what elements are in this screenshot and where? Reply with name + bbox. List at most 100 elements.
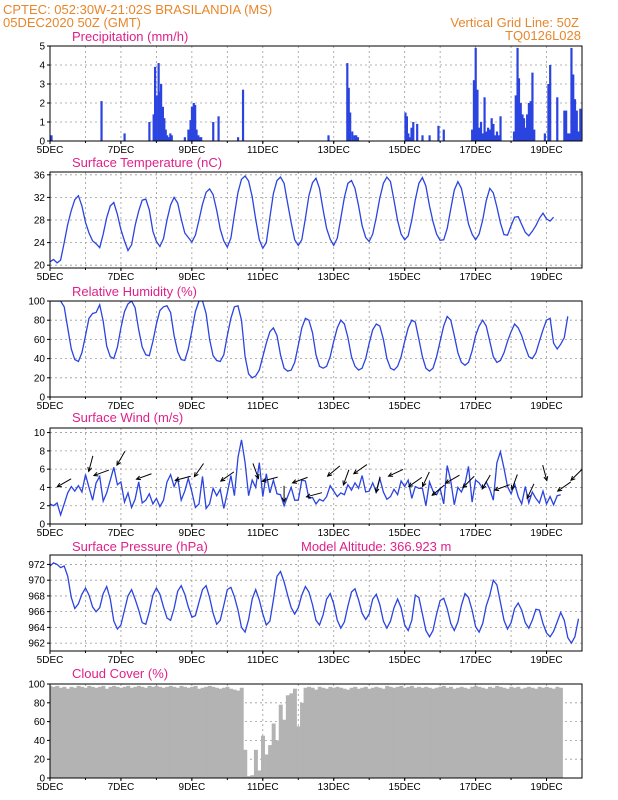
wind-arrow-head (174, 477, 180, 482)
cloud-column (346, 689, 351, 778)
cloud-column (470, 686, 475, 778)
precip-xtick-label: 11DEC (247, 145, 279, 156)
cloud-column (143, 687, 148, 778)
cloud-xtick-label: 5DEC (37, 782, 64, 793)
wind-arrow-head (556, 486, 563, 492)
cloud-column (385, 685, 390, 778)
cloud-column (190, 686, 195, 778)
cloud-column (175, 687, 180, 778)
precip-bar (170, 135, 173, 141)
wind-arrow-shaft (445, 474, 460, 484)
cloud-column (80, 686, 85, 778)
temp-ytick-label: 20 (34, 261, 46, 272)
header-run-time: 05DEC2020 50Z (GMT) (3, 15, 141, 30)
pres-frame (49, 554, 583, 652)
cloud-column (214, 687, 219, 778)
rh-panel: 0 20 40 60 80 100 5DEC 7DEC 9DEC 11DEC 13DEC 15DEC 1… (28, 297, 583, 412)
temp-xtick-label: 9DEC (179, 272, 206, 283)
precip-bar (421, 135, 424, 141)
cloud-column (495, 685, 500, 778)
cloud-column (452, 688, 457, 778)
cloud-column (232, 689, 237, 778)
cloud-column (512, 687, 517, 778)
wind-arrow-shaft (262, 476, 278, 482)
precip-bar (50, 135, 53, 141)
cloud-column (324, 688, 329, 778)
wind-arrow-head (135, 475, 141, 481)
wind-arrow-head (543, 476, 549, 482)
rh-marks (50, 301, 569, 379)
wind-arrow-head (56, 482, 62, 488)
precip-bar (481, 133, 484, 141)
pres-xtick-label: 13DEC (318, 655, 350, 666)
precip-bar (190, 106, 194, 141)
temp-ytick-label: 28 (34, 216, 46, 227)
cloud-column (516, 686, 521, 778)
wind-arrow-head (326, 471, 333, 477)
precip-bar (565, 110, 568, 141)
cloud-column (50, 685, 53, 778)
cloud-column (278, 704, 283, 778)
precip-bar (499, 116, 502, 141)
cloud-column (491, 687, 496, 778)
cloud-column (296, 726, 301, 778)
cloud-column (90, 686, 95, 778)
cloud-column (207, 685, 212, 778)
cloud-column (441, 685, 446, 778)
cloud-column (488, 686, 492, 778)
wind-series-line (50, 439, 561, 518)
temp-ytick-label: 32 (34, 193, 46, 204)
wind-xtick-label: 5DEC (37, 528, 64, 539)
cloud-column (154, 685, 159, 778)
precip-xtick-label: 5DEC (37, 145, 64, 156)
cloud-panel: 0 20 40 60 80 100 5DEC 7DEC 9DEC 11DEC 13DEC 15DEC 1… (28, 680, 583, 793)
cloud-column (65, 688, 70, 778)
pres-ytick-label: 962 (28, 639, 45, 650)
cloud-column (161, 687, 166, 778)
cloud-column (76, 685, 81, 778)
pres-ytick-label: 964 (28, 623, 45, 634)
rh-frame (49, 300, 583, 398)
cloud-column (420, 687, 425, 778)
precip-bar (123, 133, 126, 141)
wind-arrow-shaft (375, 476, 381, 493)
wind-arrow-head (342, 480, 347, 486)
wind-arrow (556, 481, 572, 492)
precip-bar (570, 47, 573, 141)
cloud-column (204, 686, 209, 778)
temp-panel: 20 24 28 32 36 5DEC 7DEC 9DEC 11DEC 13DEC 15DEC 17D… (34, 170, 583, 283)
cloud-column (502, 687, 507, 778)
wind-arrow-shaft (193, 463, 204, 477)
wind-arrow-head (352, 469, 359, 475)
precip-bar (236, 137, 240, 141)
pres-title: Surface Pressure (hPa) (72, 539, 208, 554)
cloud-column (317, 686, 322, 778)
cloud-column (374, 686, 379, 778)
precip-bar (579, 108, 582, 141)
rh-ytick-label: 80 (34, 316, 46, 327)
pres-ytick-label: 972 (28, 560, 45, 571)
cloud-column (225, 686, 230, 778)
cloud-column (51, 686, 56, 778)
precip-bar (490, 118, 493, 141)
precip-bar (187, 129, 190, 141)
precip-bar (356, 137, 360, 141)
cloud-column (292, 688, 297, 778)
wind-arrow-head (481, 484, 487, 490)
wind-ytick-label: 8 (39, 446, 45, 457)
wind-title: Surface Wind (m/s) (72, 410, 183, 425)
precip-bar (194, 104, 197, 141)
cloud-column (548, 687, 553, 778)
precip-bar (485, 131, 488, 141)
cloud-xtick-label: 9DEC (179, 782, 206, 793)
cloud-column (339, 687, 343, 778)
cloud-column (197, 688, 202, 778)
cloud-column (200, 687, 205, 778)
rh-ytick-label: 20 (34, 373, 46, 384)
pres-marks (50, 562, 580, 645)
cloud-xtick-label: 7DEC (108, 782, 135, 793)
cloud-column (427, 687, 432, 778)
wind-arrow-head (305, 493, 312, 499)
precip-bar (527, 103, 530, 141)
cloud-column (285, 695, 290, 778)
